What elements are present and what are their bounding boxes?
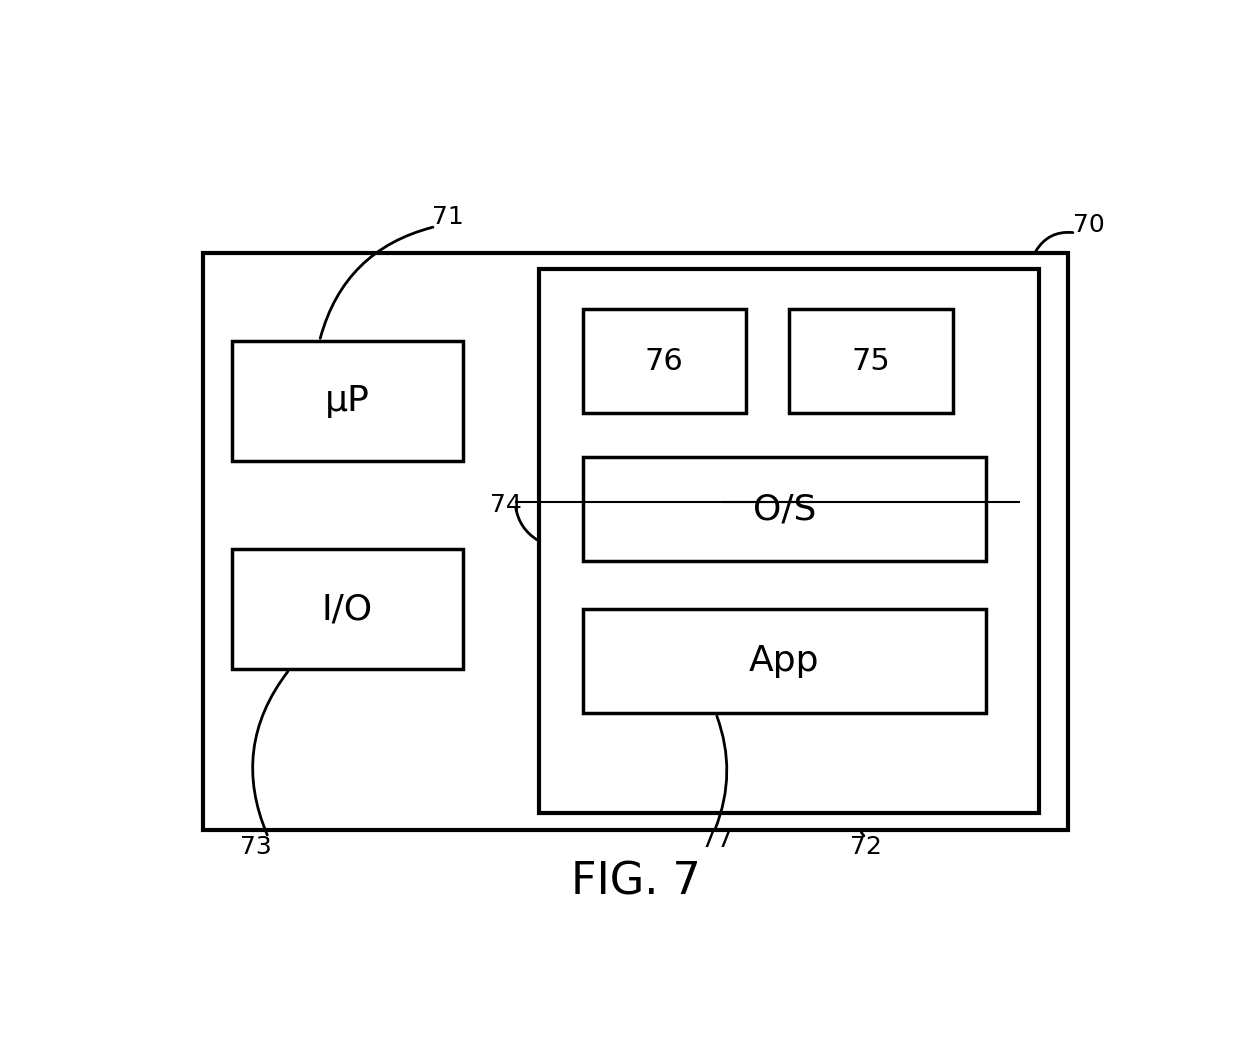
Text: 76: 76	[645, 346, 683, 375]
Text: 74: 74	[490, 493, 522, 517]
Bar	[583, 458, 986, 562]
Text: O/S: O/S	[753, 492, 816, 526]
Bar	[583, 609, 986, 713]
Text: I/O: I/O	[321, 593, 373, 626]
Text: 72: 72	[851, 835, 882, 859]
Text: 71: 71	[433, 205, 464, 229]
Text: 77: 77	[702, 828, 733, 852]
Text: μP: μP	[325, 384, 370, 418]
Bar	[232, 549, 463, 670]
Text: 73: 73	[241, 835, 272, 859]
Text: 75: 75	[852, 346, 890, 375]
Bar	[583, 309, 746, 413]
Text: 70: 70	[1073, 213, 1105, 237]
Bar	[203, 253, 1068, 830]
Bar	[539, 269, 1039, 813]
Bar	[232, 341, 463, 461]
Bar	[789, 309, 952, 413]
Text: FIG. 7: FIG. 7	[570, 860, 701, 903]
Text: App: App	[749, 645, 820, 678]
